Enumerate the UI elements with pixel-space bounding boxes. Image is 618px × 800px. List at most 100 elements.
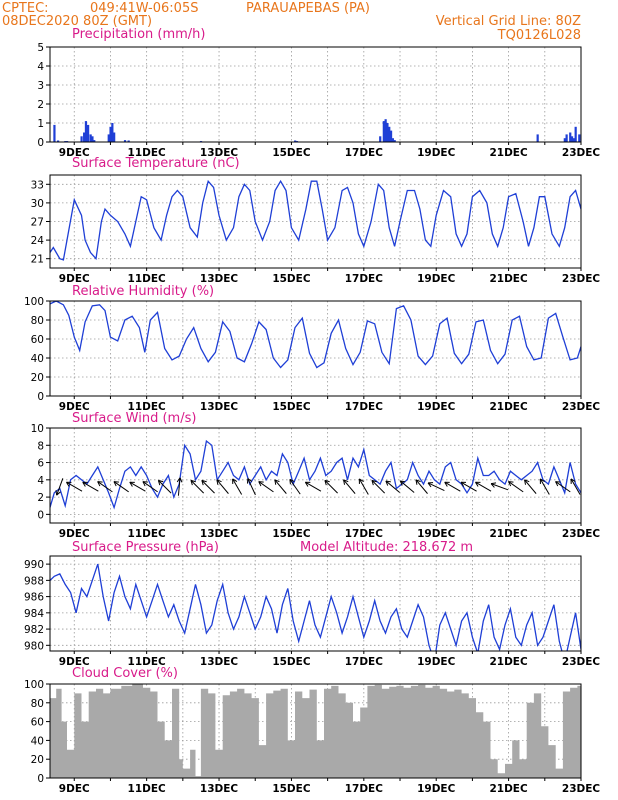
wind-arrow: [176, 477, 183, 496]
precip-bar: [107, 134, 110, 142]
temperature-title: Surface Temperature (nC): [72, 156, 240, 171]
precip-bar: [388, 126, 391, 142]
precip-bar: [574, 126, 577, 142]
x-tick-label: 21DEC: [489, 528, 528, 540]
wind-arrow: [555, 481, 571, 493]
x-tick-label: 9DEC: [59, 401, 90, 413]
precip-bar: [109, 126, 112, 142]
wind-title: Surface Wind (m/s): [72, 411, 196, 426]
y-tick-label: 80: [31, 315, 44, 327]
x-tick-label: 15DEC: [272, 783, 311, 795]
precip-bar: [386, 123, 389, 142]
precip-bar: [83, 132, 86, 142]
wind-arrow: [82, 481, 99, 492]
y-tick-label: 10: [31, 423, 44, 435]
x-tick-label: 15DEC: [272, 528, 311, 540]
wind-arrow: [539, 478, 550, 495]
precip-bar: [536, 134, 539, 142]
precipitation-title: Precipitation (mm/h): [72, 27, 205, 42]
x-tick-label: 11DEC: [128, 147, 167, 159]
precip-bar: [565, 134, 568, 142]
y-tick-label: 3: [37, 80, 44, 92]
wind-arrow: [246, 478, 256, 496]
x-tick-label: 13DEC: [200, 656, 239, 668]
y-tick-label: 24: [31, 235, 45, 247]
header-location: PARAUAPEBAS (PA): [246, 1, 370, 16]
wind-arrow: [475, 481, 492, 492]
x-tick-label: 17DEC: [345, 147, 384, 159]
wind-arrow: [190, 479, 205, 494]
wind-arrow: [570, 478, 581, 495]
wind-arrow: [371, 479, 386, 494]
temperature-series-line: [50, 179, 581, 261]
precip-bar: [382, 121, 385, 142]
precip-bar: [393, 140, 396, 142]
wind-arrow: [97, 481, 113, 493]
precip-bar: [578, 134, 581, 142]
wind-arrow: [157, 479, 172, 494]
x-tick-label: 21DEC: [489, 656, 528, 668]
x-tick-label: 13DEC: [200, 401, 239, 413]
header-grid-note: Vertical Grid Line: 80Z: [436, 14, 581, 29]
x-tick-label: 19DEC: [417, 147, 456, 159]
precip-bar: [87, 124, 90, 142]
y-tick-label: 100: [24, 296, 44, 308]
cloud-cover-frame: [49, 683, 582, 779]
y-tick-label: 0: [37, 773, 44, 785]
y-tick-label: 0: [37, 137, 44, 149]
x-tick-label: 13DEC: [200, 273, 239, 285]
precip-bar: [89, 134, 92, 142]
x-tick-label: 21DEC: [489, 147, 528, 159]
humidity-series-line: [50, 301, 581, 369]
wind-arrow: [289, 478, 301, 495]
x-tick-label: 9DEC: [59, 656, 90, 668]
x-tick-label: 17DEC: [345, 656, 384, 668]
precip-bar: [391, 138, 394, 142]
wind-arrow: [508, 481, 524, 493]
y-tick-label: 990: [24, 559, 44, 571]
wind-arrow: [343, 479, 356, 494]
cloud-cover-panel: Cloud Cover (%) 0 20 40 60 80 100 9DEC 11DEC 13DE…: [24, 666, 600, 795]
precip-bar: [384, 119, 387, 142]
wind-arrow: [324, 479, 338, 494]
precip-bar: [294, 140, 297, 142]
precip-bar: [123, 140, 127, 142]
x-tick-label: 13DEC: [200, 147, 239, 159]
x-tick-label: 11DEC: [128, 656, 167, 668]
humidity-frame: [49, 300, 582, 397]
x-tick-label: 15DEC: [272, 273, 311, 285]
wind-arrow: [216, 479, 229, 494]
x-tick-label: 11DEC: [128, 401, 167, 413]
x-tick-label: 17DEC: [345, 401, 384, 413]
cloud-cover-area: [50, 684, 581, 778]
y-tick-label: 30: [31, 198, 44, 210]
x-tick-label: 17DEC: [345, 528, 384, 540]
y-tick-label: 0: [37, 391, 44, 403]
wind-series-line: [50, 439, 581, 510]
precipitation-panel: Precipitation (mm/h) 0 1 2 3 4 5 9DEC 11DEC 13DEC…: [37, 27, 600, 159]
x-tick-label: 9DEC: [59, 528, 90, 540]
wind-panel: Surface Wind (m/s) 0 2 4 6 8 10 9DEC 11DEC 13DEC 1…: [31, 411, 601, 540]
y-tick-label: 982: [24, 624, 44, 636]
pressure-title: Surface Pressure (hPa): [72, 540, 219, 555]
x-tick-label: 23DEC: [562, 401, 601, 413]
pressure-panel: Surface Pressure (hPa) 980 982 984 986 988 990…: [24, 540, 600, 668]
precip-bar: [572, 138, 575, 142]
y-tick-label: 20: [31, 754, 44, 766]
y-tick-label: 27: [31, 217, 44, 229]
precip-bar: [113, 132, 116, 142]
x-tick-label: 21DEC: [489, 783, 528, 795]
pressure-frame: [49, 555, 582, 652]
precip-bar: [56, 140, 60, 142]
cloud-cover-title: Cloud Cover (%): [72, 666, 178, 681]
y-tick-label: 5: [37, 42, 44, 54]
wind-frame: [49, 427, 582, 524]
header-coords: 049:41W-06:05S: [90, 1, 198, 16]
y-tick-label: 20: [31, 372, 44, 384]
wind-arrow: [399, 480, 415, 493]
header-date: 08DEC2020 80Z (GMT): [2, 14, 152, 29]
humidity-title: Relative Humidity (%): [72, 284, 214, 299]
x-tick-label: 9DEC: [59, 147, 90, 159]
precip-bar: [127, 140, 130, 142]
